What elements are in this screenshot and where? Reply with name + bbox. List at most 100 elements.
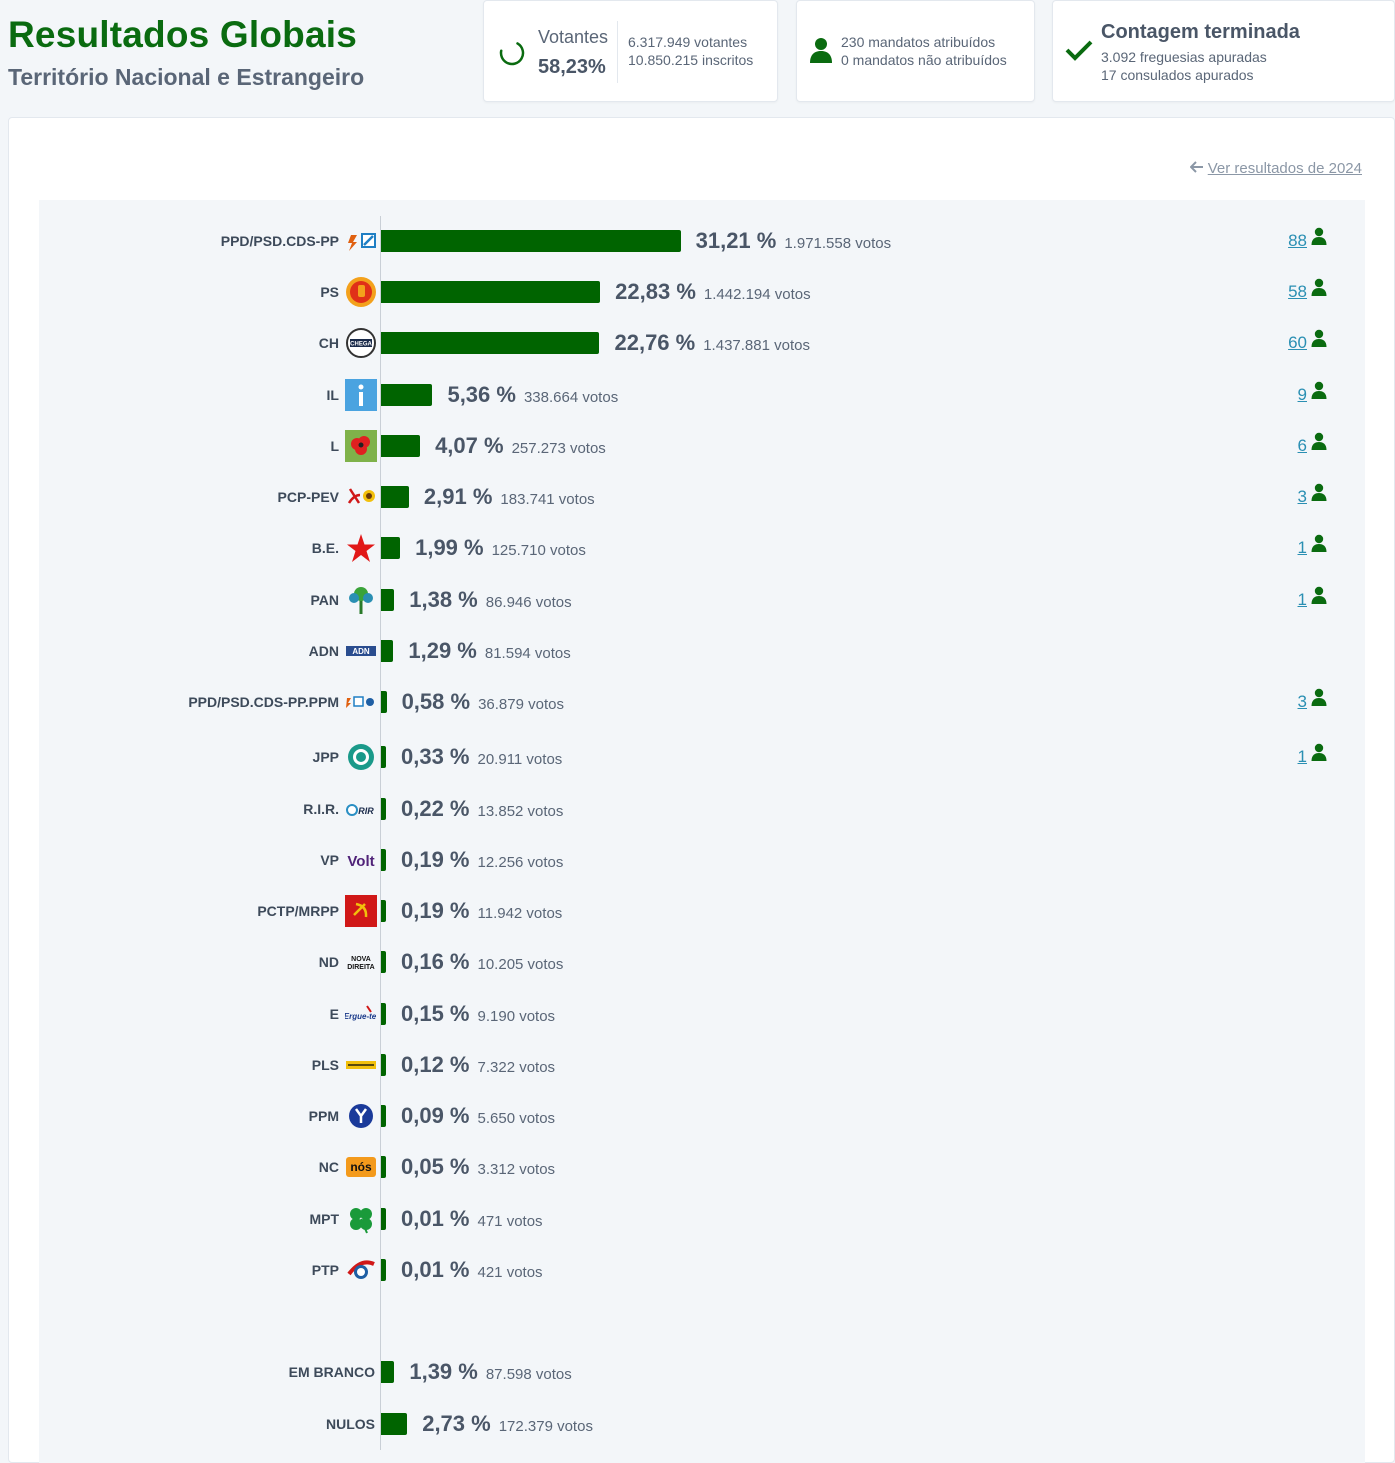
seats-link[interactable]: 1 (1297, 747, 1307, 766)
svg-text:Ergue-te: Ergue-te (345, 1012, 377, 1021)
party-name: VP (320, 852, 339, 868)
results-panel: Ver resultados de 2024 PPD/PSD.CDS-PP 31,… (8, 117, 1395, 1463)
percent-value: 4,07 % (435, 433, 504, 458)
party-row: L 4,07 % 257.273 votos 6 (39, 426, 1365, 466)
pls-logo (345, 1049, 377, 1081)
result-bar (381, 537, 401, 559)
percent-value: 0,19 % (401, 898, 470, 923)
seats-count: 1 (1298, 580, 1327, 620)
result-bar (381, 798, 386, 820)
percent-value: 0,15 % (401, 1001, 470, 1026)
turnout-percent: 58,23% (538, 56, 606, 78)
party-row: PPD/PSD.CDS-PP 31,21 % 1.971.558 votos 88 (39, 221, 1365, 261)
party-name: EM BRANCO (288, 1364, 375, 1380)
result-bar (381, 1003, 386, 1025)
party-row: PCP-PEV 2,91 % 183.741 votos 3 (39, 477, 1365, 517)
party-name: PLS (311, 1057, 339, 1073)
votes-count: 172.379 votos (498, 1418, 593, 1435)
seats-link[interactable]: 3 (1297, 487, 1307, 506)
svg-text:ADN: ADN (352, 647, 370, 656)
party-row: PTP 0,01 % 421 votos (39, 1250, 1365, 1290)
percent-label: 1,39 % 87.598 votos (409, 1352, 571, 1392)
party-name: E (329, 1006, 339, 1022)
result-bar (381, 589, 395, 611)
result-bar (381, 746, 386, 768)
result-bar (381, 900, 386, 922)
party-row: CH CHEGA 22,76 % 1.437.881 votos 60 (39, 323, 1365, 363)
ps-fist-rose-logo (345, 276, 377, 308)
seats-link[interactable]: 88 (1288, 231, 1307, 250)
livre-poppy-logo (345, 430, 377, 462)
party-row: PLS 0,12 % 7.322 votos (39, 1045, 1365, 1085)
party-name: MPT (309, 1211, 339, 1227)
party-row: ND NOVA DIREITA 0,16 % 10.205 votos (39, 942, 1365, 982)
party-row: PPD/PSD.CDS-PP.PPM 0,58 % 36.879 votos 3 (39, 682, 1365, 722)
seats-link[interactable]: 6 (1297, 436, 1307, 455)
votes-count: 36.879 votos (478, 696, 564, 713)
votes-count: 1.437.881 votos (703, 337, 810, 354)
check-icon (1065, 40, 1093, 61)
votes-count: 338.664 votos (523, 389, 619, 406)
ergue-te-logo: Ergue-te (345, 998, 377, 1030)
party-name: PAN (310, 592, 339, 608)
count-status-details: 3.092 freguesias apuradas 17 consulados … (1101, 48, 1267, 84)
nova-direita-logo: NOVA DIREITA (345, 946, 377, 978)
party-row: ADN ADN 1,29 % 81.594 votos (39, 631, 1365, 671)
percent-label: 2,73 % 172.379 votos (422, 1404, 593, 1444)
percent-label: 0,33 % 20.911 votos (401, 737, 562, 777)
seats-link[interactable]: 9 (1297, 385, 1307, 404)
previous-results-label[interactable]: Ver resultados de 2024 (1207, 160, 1362, 177)
count-status-card: Contagem terminada 3.092 freguesias apur… (1052, 0, 1395, 102)
result-bar (381, 281, 601, 303)
percent-value: 22,76 % (614, 330, 696, 355)
votes-count: 87.598 votos (485, 1366, 572, 1383)
percent-value: 2,91 % (423, 484, 493, 509)
result-bar (381, 1054, 386, 1076)
seats-link[interactable]: 1 (1297, 538, 1307, 557)
party-name: CH (318, 335, 339, 351)
party-row: NULOS 2,73 % 172.379 votos (39, 1404, 1365, 1444)
mpt-clover-logo (345, 1203, 377, 1235)
il-logo (345, 379, 377, 411)
seats-count: 3 (1298, 682, 1327, 722)
seats-link[interactable]: 60 (1288, 333, 1307, 352)
seats-link[interactable]: 58 (1288, 282, 1307, 301)
result-bar (381, 849, 386, 871)
person-icon (1311, 426, 1327, 466)
pan-tree-logo (345, 584, 377, 616)
page-title: Resultados Globais (8, 14, 358, 55)
party-name: R.I.R. (303, 801, 339, 817)
votes-count: 81.594 votos (484, 645, 571, 662)
seats-count: 9 (1298, 375, 1327, 415)
svg-text:NOVA: NOVA (351, 956, 371, 963)
percent-value: 0,05 % (401, 1154, 470, 1179)
result-bar (381, 951, 386, 973)
party-row: B.E. 1,99 % 125.710 votos 1 (39, 528, 1365, 568)
mandates-details: 230 mandatos atribuídos 0 mandatos não a… (841, 33, 1007, 69)
percent-label: 4,07 % 257.273 votos (435, 426, 606, 466)
party-name: PPD/PSD.CDS-PP.PPM (188, 694, 339, 710)
results-bar-chart: PPD/PSD.CDS-PP 31,21 % 1.971.558 votos 88 PS… (39, 200, 1365, 1463)
adn-logo: ADN (345, 635, 377, 667)
seats-link[interactable]: 1 (1297, 590, 1307, 609)
votes-count: 1.971.558 votos (784, 235, 892, 252)
percent-value: 31,21 % (695, 228, 777, 253)
party-row: EM BRANCO 1,39 % 87.598 votos (39, 1352, 1365, 1392)
seats-link[interactable]: 3 (1297, 692, 1307, 711)
percent-label: 22,76 % 1.437.881 votos (614, 323, 810, 363)
result-bar (381, 384, 433, 406)
votes-count: 86.946 votos (485, 594, 572, 611)
page-subtitle: Território Nacional e Estrangeiro (8, 64, 365, 90)
svg-text:Volt: Volt (347, 853, 374, 870)
votes-count: 1.442.194 votos (703, 286, 811, 303)
percent-value: 0,01 % (401, 1206, 470, 1231)
party-name: PCP-PEV (277, 489, 339, 505)
party-row: E Ergue-te 0,15 % 9.190 votos (39, 994, 1365, 1034)
party-name: PPM (308, 1108, 339, 1124)
result-bar (381, 1361, 395, 1383)
person-icon (1311, 737, 1327, 777)
previous-results-link[interactable]: Ver resultados de 2024 (1189, 160, 1362, 177)
party-row: PS 22,83 % 1.442.194 votos 58 (39, 272, 1365, 312)
rir-logo: RIR (345, 793, 377, 825)
seats-count: 1 (1298, 528, 1327, 568)
